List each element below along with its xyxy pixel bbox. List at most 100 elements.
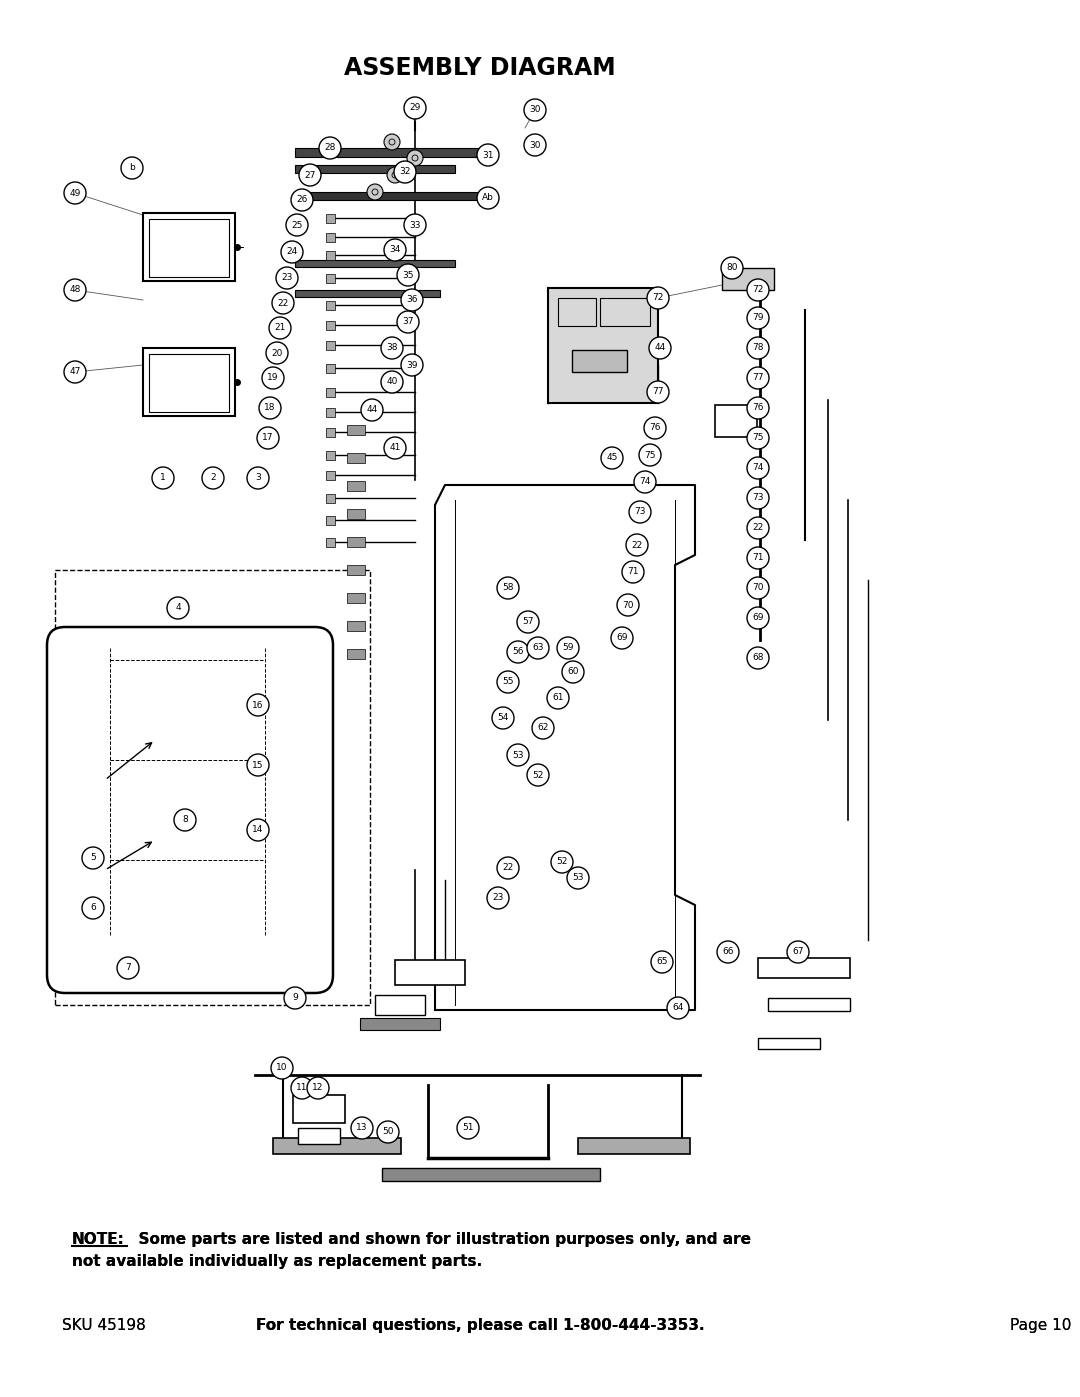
Text: 19: 19 bbox=[267, 373, 279, 383]
Text: 62: 62 bbox=[538, 724, 549, 732]
Circle shape bbox=[202, 467, 224, 489]
Text: 13: 13 bbox=[356, 1123, 368, 1133]
Circle shape bbox=[551, 851, 573, 873]
Bar bbox=[758, 958, 850, 978]
Text: 68: 68 bbox=[753, 654, 764, 662]
Bar bbox=[295, 148, 495, 156]
Circle shape bbox=[259, 397, 281, 419]
Text: 23: 23 bbox=[281, 274, 293, 282]
Circle shape bbox=[404, 214, 426, 236]
Circle shape bbox=[384, 437, 406, 460]
Circle shape bbox=[787, 942, 809, 963]
Circle shape bbox=[247, 819, 269, 841]
Text: 30: 30 bbox=[529, 106, 541, 115]
Text: 24: 24 bbox=[286, 247, 298, 257]
Text: ASSEMBLY DIAGRAM: ASSEMBLY DIAGRAM bbox=[345, 56, 616, 80]
Circle shape bbox=[634, 471, 656, 493]
Bar bbox=[326, 233, 335, 242]
Text: 71: 71 bbox=[627, 567, 638, 577]
Text: 70: 70 bbox=[622, 601, 634, 609]
Circle shape bbox=[262, 367, 284, 388]
Text: not available individually as replacement parts.: not available individually as replacemen… bbox=[72, 1255, 482, 1268]
Bar bbox=[558, 298, 596, 326]
Text: 8: 8 bbox=[183, 816, 188, 824]
Circle shape bbox=[477, 187, 499, 210]
Circle shape bbox=[747, 517, 769, 539]
Bar bbox=[295, 165, 455, 173]
Circle shape bbox=[384, 239, 406, 261]
Text: 36: 36 bbox=[406, 296, 418, 305]
Text: 22: 22 bbox=[753, 524, 764, 532]
Circle shape bbox=[497, 671, 519, 693]
Text: 12: 12 bbox=[312, 1084, 324, 1092]
Text: 50: 50 bbox=[382, 1127, 394, 1137]
Bar bbox=[347, 650, 365, 659]
Text: Some parts are listed and shown for illustration purposes only, and are: Some parts are listed and shown for illu… bbox=[129, 1232, 751, 1248]
Circle shape bbox=[401, 353, 423, 376]
Text: 63: 63 bbox=[532, 644, 543, 652]
Circle shape bbox=[247, 694, 269, 717]
Text: 6: 6 bbox=[90, 904, 96, 912]
Bar bbox=[347, 592, 365, 604]
Circle shape bbox=[507, 641, 529, 664]
Text: 55: 55 bbox=[502, 678, 514, 686]
Circle shape bbox=[394, 161, 416, 183]
Bar bbox=[600, 298, 650, 326]
Text: 27: 27 bbox=[305, 170, 315, 179]
Circle shape bbox=[747, 367, 769, 388]
Circle shape bbox=[747, 577, 769, 599]
Bar bbox=[273, 1139, 401, 1154]
Text: 66: 66 bbox=[723, 947, 733, 957]
Bar bbox=[548, 288, 658, 402]
Circle shape bbox=[291, 1077, 313, 1099]
Circle shape bbox=[64, 360, 86, 383]
Text: 44: 44 bbox=[366, 405, 378, 415]
Circle shape bbox=[291, 189, 313, 211]
Circle shape bbox=[747, 457, 769, 479]
Text: 48: 48 bbox=[69, 285, 81, 295]
Text: 67: 67 bbox=[793, 947, 804, 957]
Circle shape bbox=[351, 1118, 373, 1139]
Text: 59: 59 bbox=[563, 644, 573, 652]
Circle shape bbox=[527, 764, 549, 787]
Circle shape bbox=[497, 856, 519, 879]
Text: NOTE:: NOTE: bbox=[72, 1232, 125, 1248]
Text: 75: 75 bbox=[753, 433, 764, 443]
Circle shape bbox=[517, 610, 539, 633]
Circle shape bbox=[367, 184, 383, 200]
Bar bbox=[347, 564, 365, 576]
Bar bbox=[382, 1168, 600, 1180]
Text: 25: 25 bbox=[292, 221, 302, 229]
Circle shape bbox=[271, 1058, 293, 1078]
Text: 34: 34 bbox=[389, 246, 401, 254]
Text: 53: 53 bbox=[512, 750, 524, 760]
Circle shape bbox=[647, 286, 669, 309]
Circle shape bbox=[639, 444, 661, 467]
Text: b: b bbox=[130, 163, 135, 172]
Bar bbox=[347, 453, 365, 462]
Bar bbox=[295, 260, 455, 267]
Circle shape bbox=[557, 637, 579, 659]
Circle shape bbox=[377, 1120, 399, 1143]
Text: 16: 16 bbox=[253, 700, 264, 710]
Text: 77: 77 bbox=[753, 373, 764, 383]
Bar bbox=[326, 471, 335, 481]
Text: 28: 28 bbox=[324, 144, 336, 152]
Circle shape bbox=[167, 597, 189, 619]
Bar bbox=[149, 219, 229, 277]
Text: 70: 70 bbox=[753, 584, 764, 592]
Bar bbox=[326, 365, 335, 373]
Text: 73: 73 bbox=[753, 493, 764, 503]
Text: 9: 9 bbox=[292, 993, 298, 1003]
Bar bbox=[395, 960, 465, 985]
Circle shape bbox=[266, 342, 288, 365]
Text: 51: 51 bbox=[462, 1123, 474, 1133]
Circle shape bbox=[272, 292, 294, 314]
Circle shape bbox=[524, 134, 546, 156]
Text: 1: 1 bbox=[160, 474, 166, 482]
Bar bbox=[326, 321, 335, 330]
Bar bbox=[326, 388, 335, 397]
Circle shape bbox=[611, 627, 633, 650]
Text: 71: 71 bbox=[753, 553, 764, 563]
Circle shape bbox=[532, 717, 554, 739]
